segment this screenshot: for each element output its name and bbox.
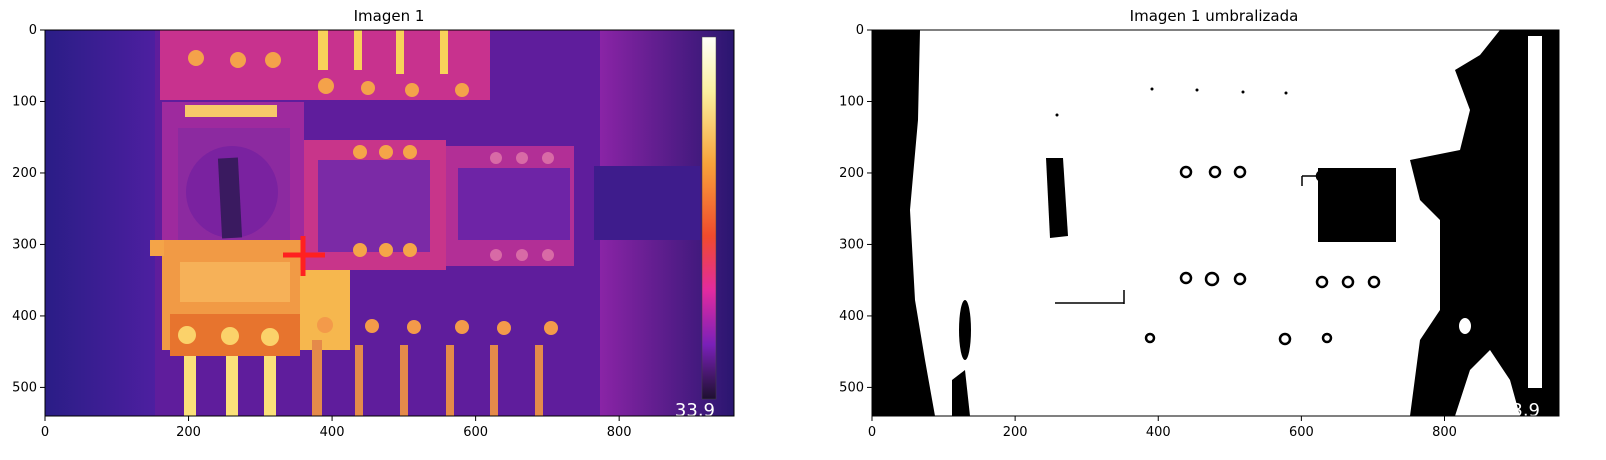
panel-threshold: Imagen 1 umbralizada (839, 7, 1560, 440)
y-tick-label: 100 (12, 94, 37, 109)
y-tick-label: 200 (839, 166, 864, 181)
y-tick-label: 500 (12, 380, 37, 395)
x-tick-label: 200 (176, 425, 201, 440)
thermal-image: 33.9 (45, 30, 734, 421)
x-tick-label: 400 (320, 425, 345, 440)
y-tick-label: 400 (839, 309, 864, 324)
x-tick-label: 0 (41, 425, 49, 440)
axes-ticks: 0 200 400 600 800 0 100 200 300 400 500 (12, 23, 631, 440)
axes-frame (871, 29, 1560, 417)
y-tick-label: 500 (839, 380, 864, 395)
inline-colorbar (701, 36, 717, 400)
hotspot-marker (283, 236, 325, 276)
x-tick-label: 800 (1432, 425, 1457, 440)
y-tick-label: 400 (12, 309, 37, 324)
panel-title: Imagen 1 umbralizada (1130, 7, 1299, 25)
temperature-readout: 33.9 (1500, 400, 1540, 421)
temperature-readout: 33.9 (675, 400, 715, 421)
panel-thermal: Imagen 1 (12, 7, 735, 440)
y-tick-label: 0 (29, 23, 37, 38)
x-tick-label: 0 (868, 425, 876, 440)
y-tick-label: 200 (12, 166, 37, 181)
y-tick-label: 300 (839, 237, 864, 252)
x-tick-label: 800 (607, 425, 632, 440)
y-tick-label: 300 (12, 237, 37, 252)
x-tick-label: 600 (463, 425, 488, 440)
x-tick-label: 400 (1146, 425, 1171, 440)
y-tick-label: 0 (856, 23, 864, 38)
panel-title: Imagen 1 (354, 7, 425, 25)
axes-ticks: 0 200 400 600 800 0 100 200 300 400 500 (839, 23, 1457, 440)
axes-frame (44, 29, 735, 417)
y-tick-label: 100 (839, 94, 864, 109)
x-tick-label: 200 (1003, 425, 1028, 440)
x-tick-label: 600 (1289, 425, 1314, 440)
threshold-image: 33.9 (872, 30, 1559, 421)
